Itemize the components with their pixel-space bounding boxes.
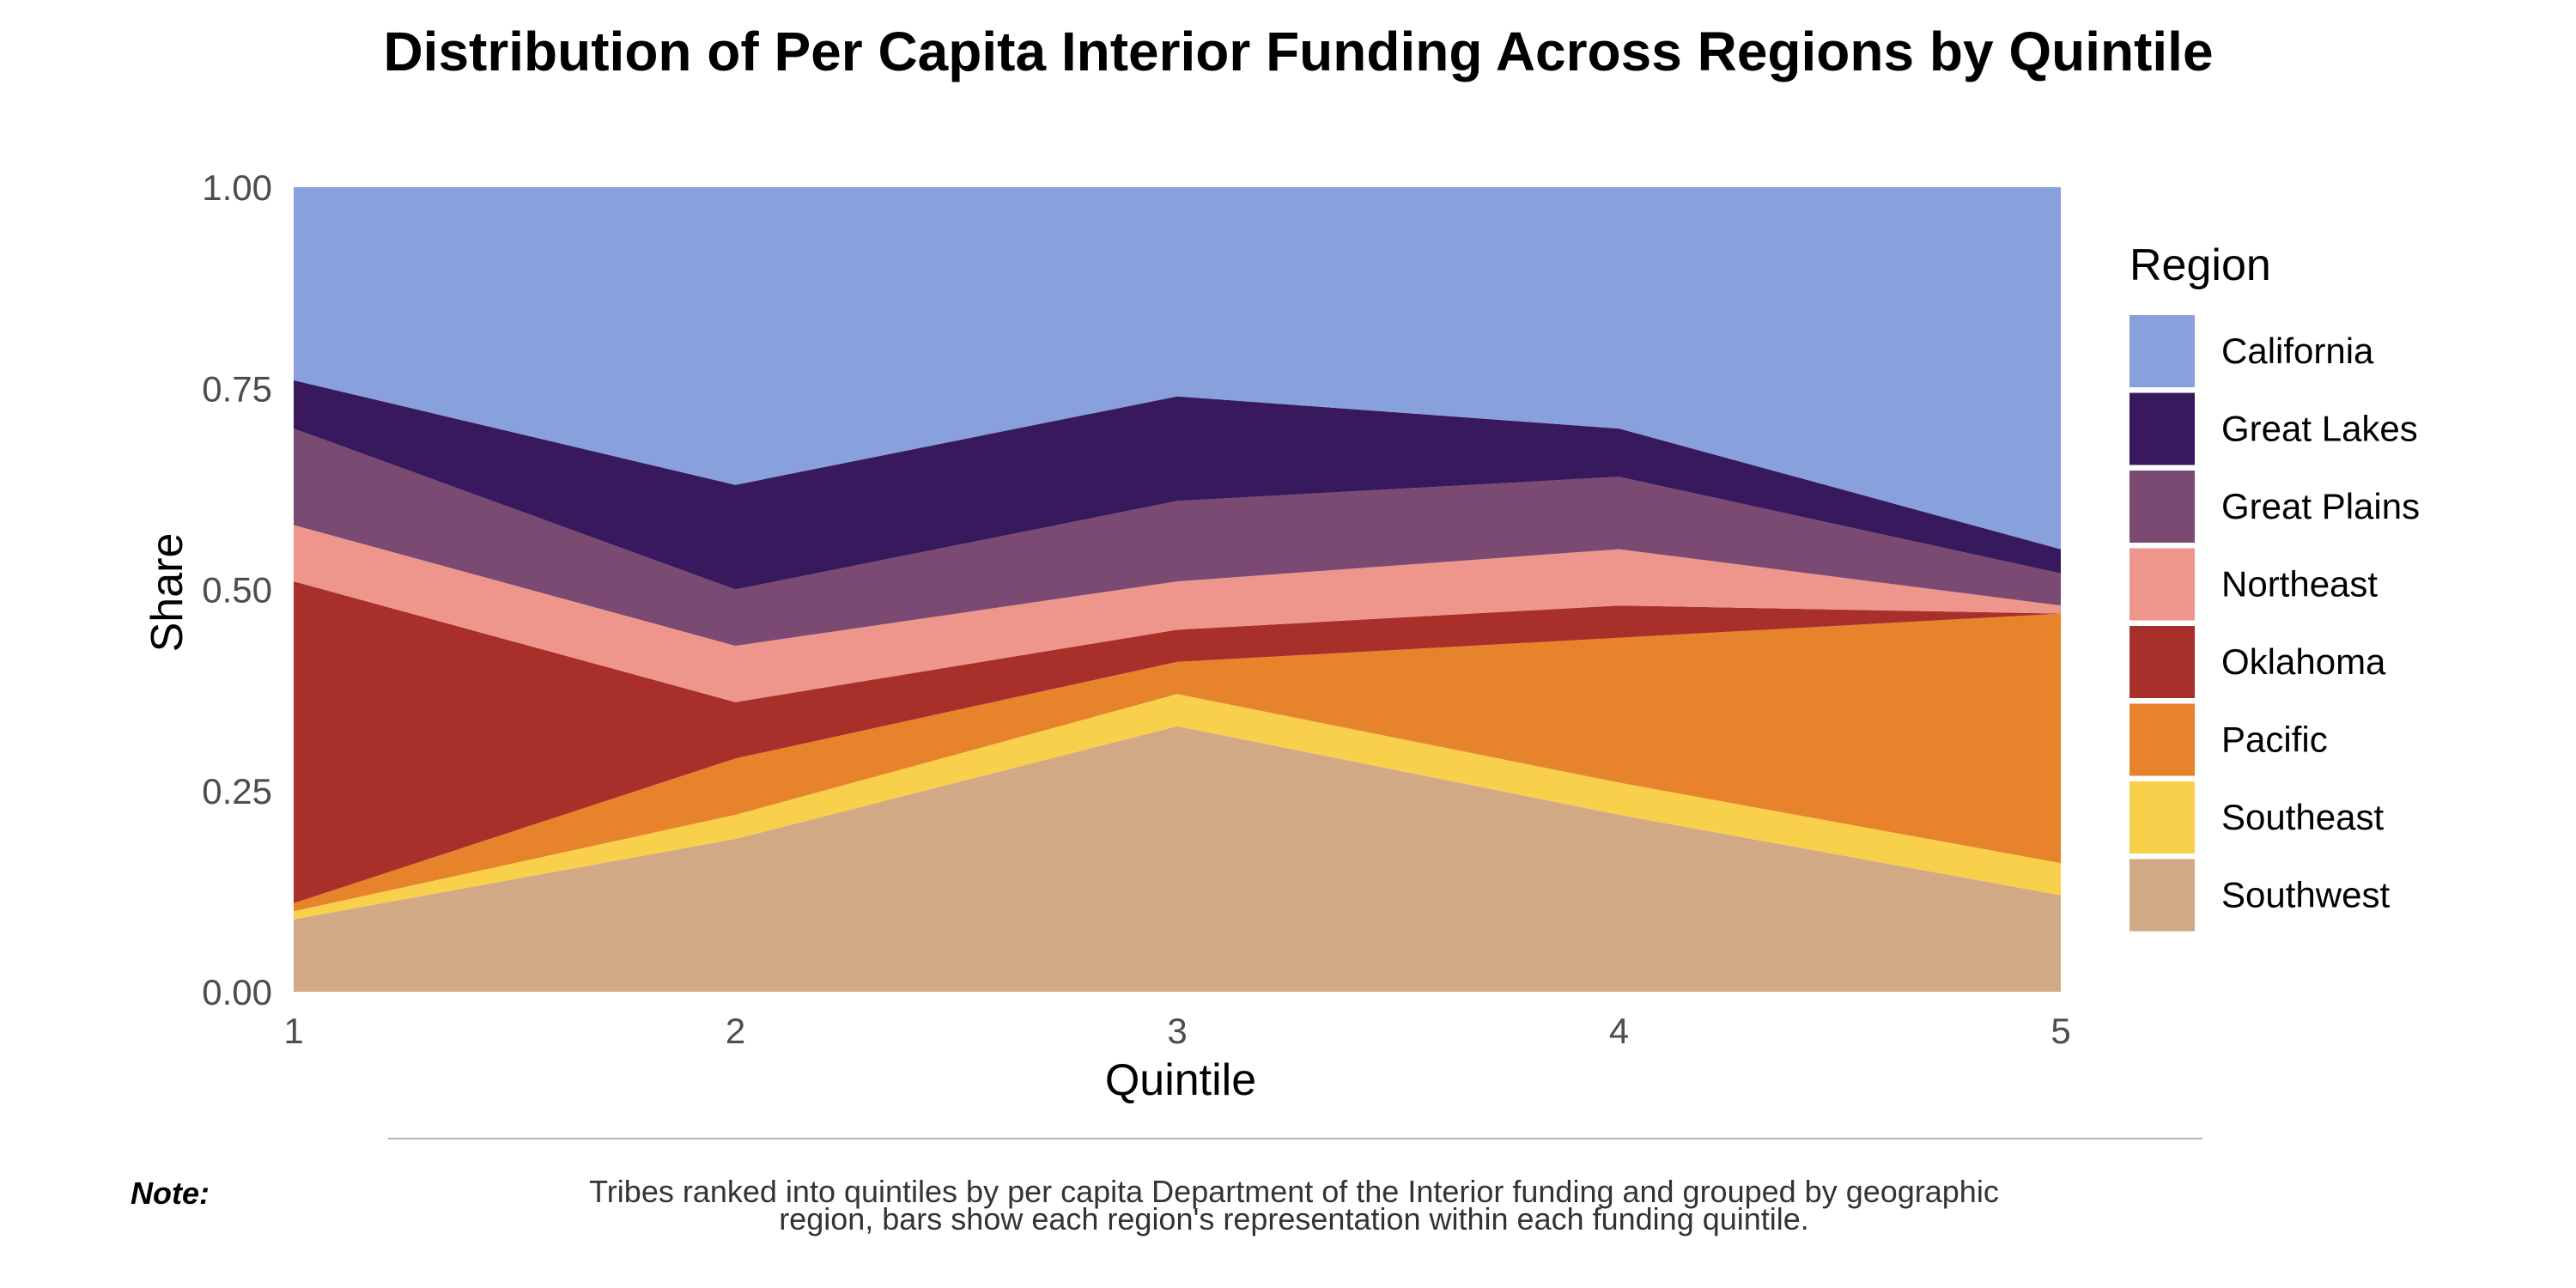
x-axis-title: Quintile <box>1105 1055 1256 1105</box>
y-tick-label: 0.00 <box>202 972 272 1012</box>
legend-label-oklahoma: Oklahoma <box>2221 641 2386 682</box>
area-great-plains <box>294 428 2061 647</box>
legend-swatch-southeast <box>2129 781 2195 854</box>
legend-swatch-great-lakes <box>2129 392 2195 465</box>
legend-label-pacific: Pacific <box>2221 720 2328 760</box>
note-text-line-2: region, bars show each region's represen… <box>779 1201 1809 1236</box>
chart-title: Distribution of Per Capita Interior Fund… <box>383 21 2213 82</box>
y-tick-label: 0.50 <box>202 570 272 611</box>
legend-label-great-lakes: Great Lakes <box>2221 409 2418 449</box>
area-california <box>294 187 2061 550</box>
legend-swatch-great-plains <box>2129 471 2195 543</box>
legend-swatch-northeast <box>2129 548 2195 621</box>
legend-label-great-plains: Great Plains <box>2221 486 2420 526</box>
y-axis-title: Share <box>143 533 192 653</box>
y-tick-label: 1.00 <box>202 167 272 208</box>
x-axis-ticks: 1 2 3 4 5 <box>283 1011 2070 1051</box>
legend-label-northeast: Northeast <box>2221 564 2378 605</box>
legend-swatch-pacific <box>2129 703 2195 776</box>
area-layers <box>294 187 2061 992</box>
legend-swatch-oklahoma <box>2129 626 2195 698</box>
legend-title: Region <box>2129 240 2271 290</box>
area-northeast <box>294 525 2061 702</box>
area-pacific <box>294 613 2061 912</box>
legend-label-california: California <box>2221 331 2374 371</box>
area-southwest <box>294 726 2061 992</box>
legend-swatch-southwest <box>2129 859 2195 932</box>
y-tick-label: 0.25 <box>202 771 272 811</box>
area-oklahoma <box>294 581 2061 903</box>
y-tick-label: 0.75 <box>202 368 272 409</box>
x-tick-label: 2 <box>726 1011 745 1051</box>
legend: California Great Lakes Great Plains Northea… <box>2129 315 2420 932</box>
area-great-lakes <box>294 380 2061 590</box>
x-tick-label: 5 <box>2050 1011 2070 1051</box>
area-southeast <box>294 694 2061 920</box>
note-text-line-1: Tribes ranked into quintiles by per capi… <box>589 1174 1999 1209</box>
x-tick-label: 1 <box>283 1011 303 1051</box>
legend-swatch-california <box>2129 315 2195 387</box>
x-tick-label: 4 <box>1609 1011 1629 1051</box>
x-tick-label: 3 <box>1167 1011 1187 1051</box>
legend-label-southeast: Southeast <box>2221 797 2384 837</box>
y-axis-ticks: 0.00 0.25 0.50 0.75 1.00 <box>202 167 272 1012</box>
legend-label-southwest: Southwest <box>2221 875 2390 915</box>
note-label: Note: <box>131 1176 210 1211</box>
